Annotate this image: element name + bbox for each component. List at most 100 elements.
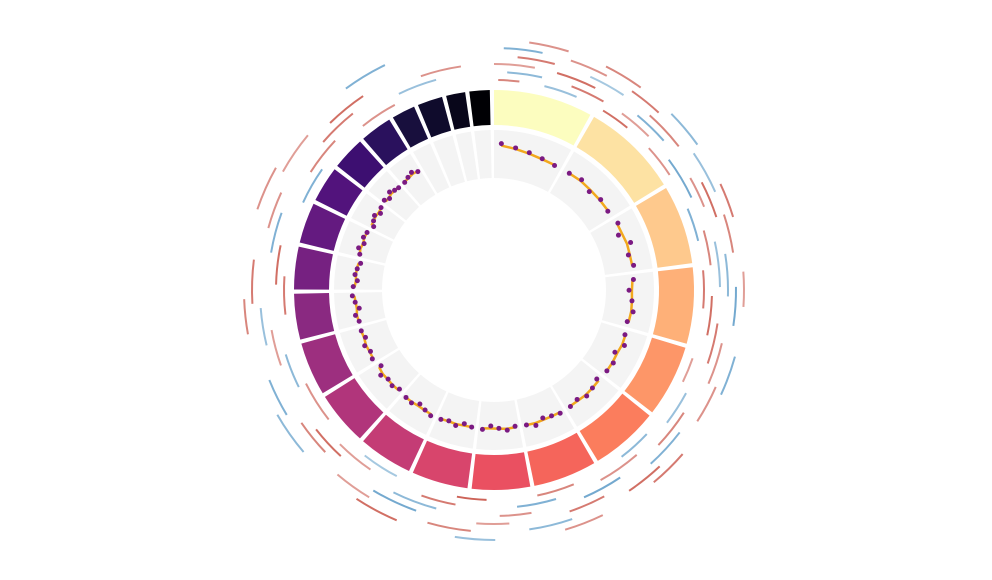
point <box>549 413 555 419</box>
heat-arc <box>398 78 437 95</box>
heat-arc <box>282 134 309 173</box>
point <box>362 343 368 349</box>
heat-arc <box>516 498 557 508</box>
heat-arc <box>621 112 650 138</box>
heat-arc <box>556 72 596 89</box>
heat-arc <box>275 245 282 285</box>
segment <box>527 432 595 486</box>
heat-arc <box>456 495 487 501</box>
track-background <box>413 143 450 194</box>
segment <box>337 141 384 188</box>
heat-arc <box>421 494 456 506</box>
heat-arc <box>636 114 665 142</box>
heat-arc <box>723 214 735 253</box>
point <box>628 239 634 245</box>
track-background <box>516 386 575 447</box>
heat-arc <box>700 181 718 218</box>
point <box>498 141 504 147</box>
point <box>621 343 627 349</box>
track-background <box>334 292 386 330</box>
point <box>526 150 532 156</box>
segment <box>412 440 473 489</box>
point <box>589 385 595 391</box>
heat-arc <box>507 71 543 79</box>
point <box>586 189 592 195</box>
point <box>605 208 611 214</box>
point <box>356 318 362 324</box>
point <box>350 284 356 290</box>
heat-arc <box>648 147 671 176</box>
point <box>504 427 510 433</box>
point <box>630 276 636 282</box>
heat-arc <box>476 522 510 525</box>
point <box>557 410 563 416</box>
segment <box>294 293 335 340</box>
heat-arc <box>427 521 471 532</box>
point <box>381 197 387 203</box>
point <box>594 376 600 382</box>
heat-arc <box>336 473 370 499</box>
point <box>629 298 635 304</box>
heat-arc <box>649 114 680 147</box>
point <box>438 416 444 422</box>
point <box>378 363 384 369</box>
heat-arc <box>355 497 398 522</box>
heat-arc <box>529 518 573 531</box>
point <box>378 372 384 378</box>
point <box>496 425 502 431</box>
point <box>360 234 366 240</box>
heat-arc <box>670 113 699 146</box>
track-background <box>455 131 478 182</box>
segment <box>301 334 353 394</box>
point <box>615 232 621 238</box>
heat-arc <box>702 270 705 309</box>
heat-arc <box>392 491 437 510</box>
point <box>377 210 383 216</box>
heat-arc <box>724 253 729 297</box>
point <box>513 145 519 151</box>
heat-arc <box>667 159 693 198</box>
point <box>453 422 459 428</box>
point <box>579 177 585 183</box>
segment <box>299 203 346 251</box>
point <box>446 418 452 424</box>
point <box>403 394 409 400</box>
point <box>353 312 359 318</box>
heat-arc <box>276 414 305 453</box>
segment <box>392 106 429 148</box>
heat-arc <box>315 428 342 457</box>
heat-arc <box>300 422 326 453</box>
heat-arc <box>284 354 300 388</box>
point <box>357 251 363 257</box>
heat-arc <box>270 329 282 366</box>
point <box>604 368 610 374</box>
point <box>352 272 358 278</box>
point <box>389 383 395 389</box>
heat-arc <box>628 465 661 492</box>
point <box>479 426 485 432</box>
point <box>461 421 467 427</box>
heat-arc <box>720 356 736 396</box>
segment <box>446 92 471 130</box>
heat-arc <box>270 212 283 253</box>
heat-arc <box>499 511 532 517</box>
point <box>364 230 370 236</box>
point <box>356 245 362 251</box>
heat-arc <box>571 85 604 103</box>
heat-arc <box>329 95 364 124</box>
point <box>626 287 632 293</box>
point <box>371 224 377 230</box>
point <box>405 174 411 180</box>
heat-arc <box>339 443 372 471</box>
segment <box>576 116 664 203</box>
segment <box>324 378 384 439</box>
heat-arc <box>544 85 577 98</box>
point <box>631 262 637 268</box>
point <box>512 423 518 429</box>
point <box>358 260 364 266</box>
heat-arc <box>564 514 604 531</box>
point <box>385 376 391 382</box>
heat-arc <box>570 59 608 77</box>
segment <box>471 452 531 490</box>
